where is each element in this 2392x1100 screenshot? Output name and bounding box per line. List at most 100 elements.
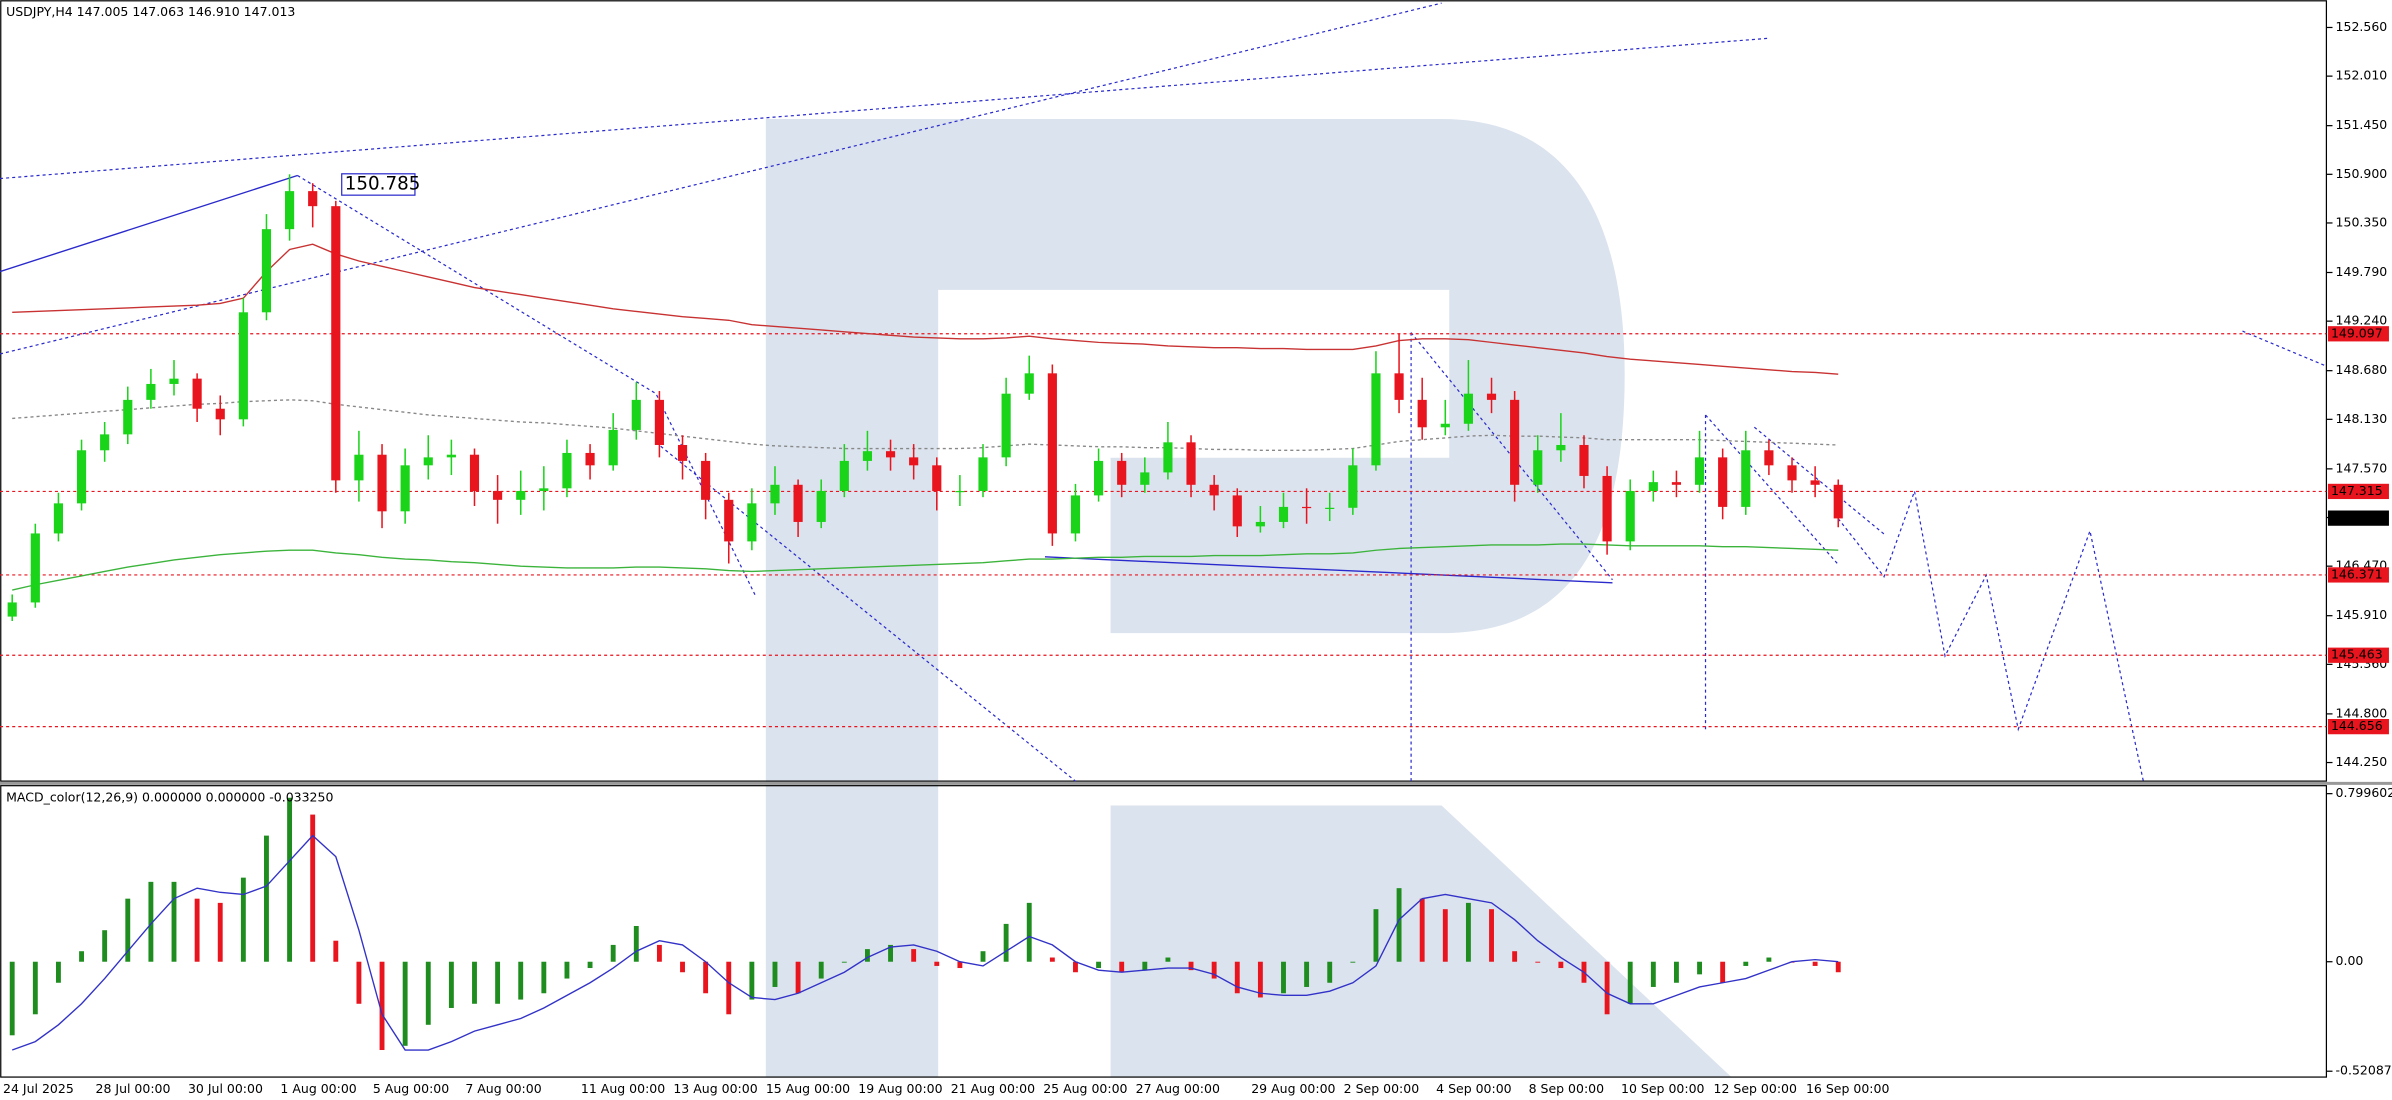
level-tag-label: 145.463	[2331, 647, 2383, 662]
macd-bar	[1119, 961, 1125, 973]
candle-body	[885, 451, 896, 458]
y-tick-label: 144.250	[2336, 754, 2388, 769]
x-tick-label: 28 Jul 00:00	[96, 1081, 171, 1096]
candle-body	[192, 378, 202, 409]
candle-body	[308, 191, 318, 207]
macd-bar	[1257, 961, 1263, 998]
candle-body	[1278, 506, 1289, 522]
candle-body	[585, 452, 595, 466]
macd-bar	[564, 961, 570, 979]
candle-body	[100, 434, 110, 451]
macd-bar	[1835, 961, 1841, 973]
x-tick-label: 30 Jul 00:00	[188, 1081, 263, 1096]
candle-body	[516, 490, 526, 500]
macd-bar	[1720, 961, 1726, 983]
macd-bar	[1465, 902, 1471, 962]
candle-body	[1602, 475, 1612, 542]
candle-body	[1833, 484, 1843, 519]
macd-bar	[264, 835, 269, 962]
macd-bar	[680, 961, 685, 973]
macd-bar	[402, 961, 408, 1046]
candle-body	[423, 457, 433, 466]
candle-body	[724, 499, 734, 542]
macd-bar	[1396, 888, 1402, 962]
x-tick-label: 4 Sep 00:00	[1436, 1081, 1512, 1096]
candle-body	[1024, 373, 1034, 394]
candle-body	[1255, 521, 1265, 527]
candle-body	[539, 488, 549, 491]
candle-body	[1163, 442, 1173, 473]
candle-body	[1440, 423, 1450, 428]
macd-bar	[1743, 961, 1749, 966]
trend-line	[297, 174, 756, 596]
candle-body	[7, 602, 17, 617]
current-price-tag	[2327, 510, 2389, 526]
candle-body	[932, 465, 942, 491]
macd-bar	[980, 951, 986, 962]
candle-body	[146, 383, 156, 400]
candle-body	[215, 408, 225, 420]
macd-bar	[587, 961, 593, 969]
candle-body	[909, 457, 919, 466]
macd-bar	[310, 814, 316, 962]
candle-body	[1302, 506, 1312, 509]
macd-bar	[32, 961, 38, 1015]
candle-body	[701, 460, 711, 500]
macd-panel-frame	[0, 785, 2328, 1078]
macd-bar	[102, 930, 108, 962]
x-tick-label: 8 Sep 00:00	[1529, 1081, 1605, 1096]
level-tag	[2327, 483, 2389, 500]
trend-line	[2242, 330, 2327, 367]
macd-bar	[1049, 957, 1055, 962]
macd-bar	[957, 961, 963, 969]
x-tick-label: 12 Sep 00:00	[1714, 1081, 1797, 1096]
drawn-objects	[0, 2, 2327, 782]
moving-average	[12, 399, 1839, 451]
macd-bar	[125, 898, 131, 962]
macd-bar	[1604, 961, 1610, 1015]
candle-body	[1579, 444, 1589, 476]
x-tick-label: 15 Aug 00:00	[766, 1081, 850, 1096]
x-tick-label: 25 Aug 00:00	[1043, 1081, 1127, 1096]
candle-body	[1186, 442, 1196, 485]
candle-body	[1394, 373, 1404, 400]
x-tick-label: 10 Sep 00:00	[1621, 1081, 1704, 1096]
candle-body	[400, 465, 410, 512]
candle-body	[1648, 482, 1658, 491]
y-tick-label: -0.520878	[2336, 1063, 2392, 1078]
macd-bar	[818, 961, 824, 979]
candle-body	[1533, 450, 1543, 485]
candle-body	[493, 490, 503, 500]
macd-bar	[1165, 957, 1171, 962]
x-tick-label: 11 Aug 00:00	[581, 1081, 665, 1096]
candle-body	[839, 460, 849, 491]
candle-body	[1094, 460, 1104, 496]
trend-line	[1044, 556, 1613, 584]
candle-body	[238, 312, 248, 420]
candle-body	[1140, 472, 1150, 485]
macd-bar	[1003, 923, 1009, 962]
macd-bar	[79, 951, 84, 962]
macd-bar	[148, 881, 154, 962]
y-tick-label: 152.010	[2336, 68, 2388, 83]
macd-bar	[287, 797, 293, 962]
candle-body	[1486, 393, 1497, 400]
candle-body	[1325, 507, 1335, 510]
candle-body	[123, 399, 133, 435]
y-tick-label: 150.900	[2336, 166, 2388, 181]
candle-body	[955, 490, 965, 493]
macd-bar	[841, 961, 847, 963]
candle-body	[377, 454, 387, 512]
candle-body	[1694, 457, 1705, 485]
signal-line	[11, 834, 1839, 1051]
macd-bar	[1096, 961, 1102, 969]
candle-body	[654, 399, 664, 445]
macd-bar	[1419, 898, 1425, 962]
current-price-label: 147.013	[2331, 510, 2383, 525]
macd-bar	[1442, 909, 1448, 962]
candle-body	[1787, 465, 1797, 481]
macd-bar	[9, 961, 15, 1036]
x-tick-label: 7 Aug 00:00	[465, 1081, 541, 1096]
candle-body	[1232, 495, 1242, 527]
macd-bar	[911, 949, 917, 962]
